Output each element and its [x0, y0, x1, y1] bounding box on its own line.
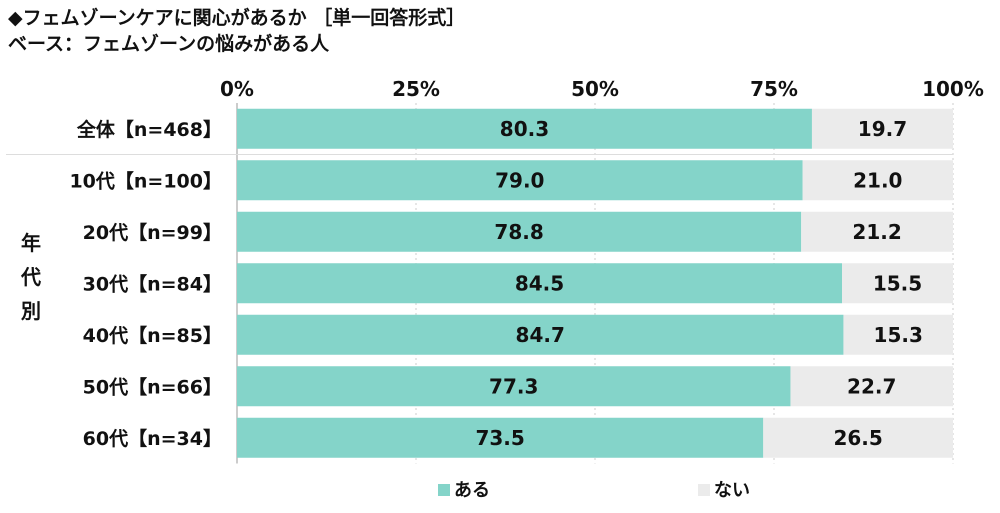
chart-title: ◆フェムゾーンケアに関心があるか ［単一回答形式］ — [8, 7, 466, 29]
legend-swatch — [698, 484, 710, 496]
data-label: 84.5 — [515, 271, 564, 295]
group-label-char: 代 — [20, 265, 41, 289]
legend-label: ない — [714, 480, 750, 501]
group-label-char: 別 — [21, 299, 41, 323]
x-tick-label: 75% — [750, 77, 798, 101]
bar-segment — [237, 160, 803, 201]
bar-segment — [843, 314, 953, 355]
category-label: 30代【n=84】 — [83, 272, 222, 295]
data-label: 78.8 — [494, 220, 543, 244]
legend-label: ある — [454, 480, 490, 501]
bar-segment — [237, 108, 812, 149]
data-label: 15.5 — [873, 271, 922, 295]
data-label: 21.2 — [852, 220, 901, 244]
data-label: 22.7 — [847, 374, 896, 398]
group-label-char: 年 — [21, 231, 41, 255]
data-label: 19.7 — [858, 117, 907, 141]
bar-segment — [811, 108, 953, 149]
category-label: 60代【n=34】 — [83, 427, 222, 450]
data-label: 26.5 — [833, 426, 882, 450]
bar-segment — [237, 417, 764, 458]
category-label: 20代【n=99】 — [83, 221, 222, 244]
data-label: 21.0 — [853, 168, 902, 192]
bar-segment — [790, 366, 953, 407]
bar-segment — [237, 314, 844, 355]
bar-segment — [237, 366, 791, 407]
bar-segment — [801, 211, 953, 252]
bar-segment — [763, 417, 953, 458]
x-tick-label: 100% — [922, 77, 984, 101]
data-label: 15.3 — [874, 323, 923, 347]
bar-segment — [842, 263, 953, 304]
bar-segment — [802, 160, 953, 201]
x-tick-label: 25% — [392, 77, 440, 101]
bar-segment — [237, 211, 802, 252]
legend-swatch — [438, 484, 450, 496]
data-label: 73.5 — [475, 426, 524, 450]
category-label: 全体【n=468】 — [76, 118, 222, 141]
data-label: 79.0 — [495, 168, 544, 192]
x-tick-label: 50% — [571, 77, 619, 101]
data-label: 77.3 — [489, 374, 538, 398]
chart-subtitle: ベース：フェムゾーンの悩みがある人 — [8, 33, 330, 55]
x-tick-label: 0% — [220, 77, 254, 101]
category-label: 10代【n=100】 — [69, 169, 222, 192]
data-label: 80.3 — [500, 117, 549, 141]
category-label: 50代【n=66】 — [83, 375, 222, 398]
bar-segment — [237, 263, 843, 304]
data-label: 84.7 — [516, 323, 565, 347]
chart-title-block: ◆フェムゾーンケアに関心があるか ［単一回答形式］ ベース：フェムゾーンの悩みが… — [8, 5, 465, 57]
category-label: 40代【n=85】 — [83, 324, 222, 347]
